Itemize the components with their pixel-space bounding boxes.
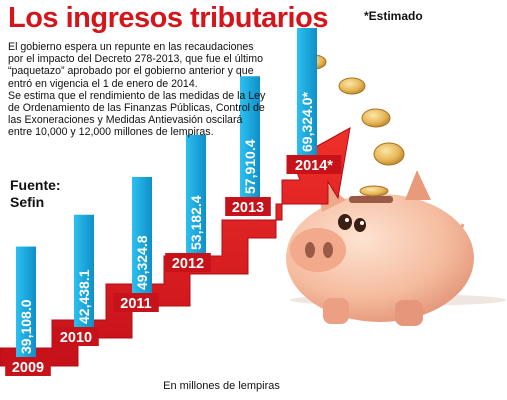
data-label: 53,182.4: [188, 195, 204, 250]
value-bar: [240, 76, 260, 200]
year-label-box: [5, 357, 51, 376]
source-name: Sefin: [10, 194, 45, 210]
value-bar: [74, 214, 94, 330]
category-label: 2012: [172, 256, 204, 272]
value-bar: [16, 246, 36, 360]
value-bar: [132, 176, 152, 296]
page-title: Los ingresos tributarios: [8, 2, 328, 34]
value-bar: [297, 28, 317, 158]
data-label: 69,324.0*: [299, 92, 315, 152]
data-label: 42,438.1: [76, 269, 92, 324]
description: El gobierno espera un repunte en las rec…: [8, 41, 266, 139]
data-label: 39,108.0: [18, 299, 34, 354]
year-label-box: [225, 197, 271, 216]
estimate-note: *Estimado: [364, 9, 423, 23]
category-label: 2013: [232, 200, 264, 216]
units-note: En millones de lempiras: [163, 380, 280, 392]
category-label: 2011: [120, 296, 151, 312]
value-bar: [186, 134, 206, 256]
category-label: 2009: [12, 360, 44, 376]
year-label-box: [53, 327, 99, 346]
year-label-box: [113, 293, 159, 312]
data-label: 57,910.4: [242, 139, 258, 194]
data-label: 49,324.8: [134, 235, 150, 290]
category-label: 2010: [60, 330, 92, 346]
category-label: 2014*: [295, 158, 333, 174]
year-label-box: [286, 155, 342, 174]
source-label: Fuente:: [10, 177, 61, 193]
description-paragraph: Se estima que el rendimiento de las medi…: [8, 89, 266, 139]
source: Fuente: Sefin: [10, 177, 61, 211]
description-paragraph: El gobierno espera un repunte en las rec…: [8, 41, 263, 90]
year-label-box: [165, 253, 211, 272]
